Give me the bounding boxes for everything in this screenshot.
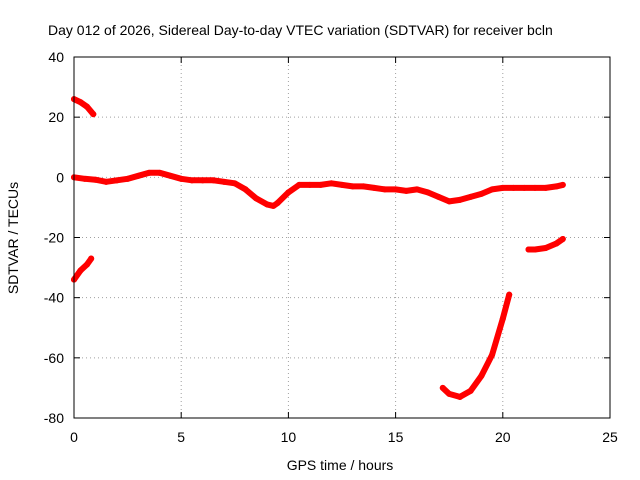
data-point — [446, 390, 453, 397]
data-point — [531, 184, 538, 191]
data-point — [456, 196, 463, 203]
series-line-start-high-arc — [71, 96, 97, 118]
data-point — [317, 181, 324, 188]
data-point — [296, 181, 303, 188]
data-point — [349, 183, 356, 190]
data-point — [360, 183, 367, 190]
data-point — [446, 198, 453, 205]
data-point — [231, 180, 238, 187]
data-point — [392, 186, 399, 193]
series — [71, 96, 566, 400]
data-point — [439, 384, 446, 391]
data-point — [167, 172, 174, 179]
y-tick-label: 0 — [56, 169, 64, 185]
data-point — [553, 240, 560, 247]
data-point — [489, 186, 496, 193]
data-point — [542, 184, 549, 191]
data-point — [510, 184, 517, 191]
series-line-start-low-arc — [71, 255, 95, 283]
x-axis-label: GPS time / hours — [287, 457, 394, 473]
y-tick-label: -40 — [44, 290, 64, 306]
data-point — [489, 351, 496, 358]
data-point — [381, 186, 388, 193]
data-point — [285, 189, 292, 196]
data-point — [124, 175, 131, 182]
x-tick-label: 15 — [388, 429, 404, 445]
data-point — [81, 175, 88, 182]
y-tick-label: -60 — [44, 350, 64, 366]
data-point — [83, 261, 90, 268]
y-axis-label: SDTVAR / TECUs — [5, 182, 21, 294]
data-point — [156, 169, 163, 176]
data-point — [210, 177, 217, 184]
data-point — [88, 255, 95, 262]
data-point — [456, 393, 463, 400]
data-point — [103, 178, 110, 185]
data-point — [90, 111, 97, 118]
data-point — [435, 193, 442, 200]
data-point — [221, 178, 228, 185]
y-tick-label: -20 — [44, 230, 64, 246]
data-point — [478, 372, 485, 379]
x-tick-label: 20 — [495, 429, 511, 445]
data-point — [414, 186, 421, 193]
grid — [74, 57, 610, 418]
data-point — [253, 195, 260, 202]
data-point — [371, 184, 378, 191]
data-point — [328, 180, 335, 187]
chart-title: Day 012 of 2026, Sidereal Day-to-day VTE… — [48, 22, 553, 38]
data-point — [403, 187, 410, 194]
x-tick-label: 10 — [281, 429, 297, 445]
data-point — [553, 183, 560, 190]
data-point — [263, 201, 270, 208]
x-tick-label: 5 — [177, 429, 185, 445]
data-point — [146, 169, 153, 176]
data-point — [467, 387, 474, 394]
x-tick-label: 25 — [602, 429, 618, 445]
data-point — [274, 199, 281, 206]
data-point — [542, 245, 549, 252]
data-point — [113, 177, 120, 184]
data-point — [506, 291, 513, 298]
data-point — [531, 246, 538, 253]
data-point — [521, 184, 528, 191]
x-tick-label: 0 — [70, 429, 78, 445]
data-point — [467, 193, 474, 200]
data-point — [77, 99, 84, 106]
data-point — [83, 103, 90, 110]
data-point — [178, 175, 185, 182]
data-point — [199, 177, 206, 184]
data-point — [242, 186, 249, 193]
data-point — [499, 315, 506, 322]
y-tick-label: 20 — [48, 109, 64, 125]
data-point — [188, 177, 195, 184]
data-point — [77, 267, 84, 274]
data-point — [478, 190, 485, 197]
y-tick-label: -80 — [44, 410, 64, 426]
data-point — [559, 181, 566, 188]
data-point — [92, 176, 99, 183]
data-point — [135, 172, 142, 179]
data-point — [306, 181, 313, 188]
plot-frame — [73, 56, 611, 419]
y-tick-label: 40 — [48, 49, 64, 65]
series-line-deep-arc — [439, 291, 513, 400]
data-point — [339, 181, 345, 188]
data-point — [525, 246, 532, 253]
data-point — [270, 202, 277, 209]
data-point — [499, 184, 506, 191]
data-point — [559, 236, 566, 243]
data-point — [424, 189, 431, 196]
